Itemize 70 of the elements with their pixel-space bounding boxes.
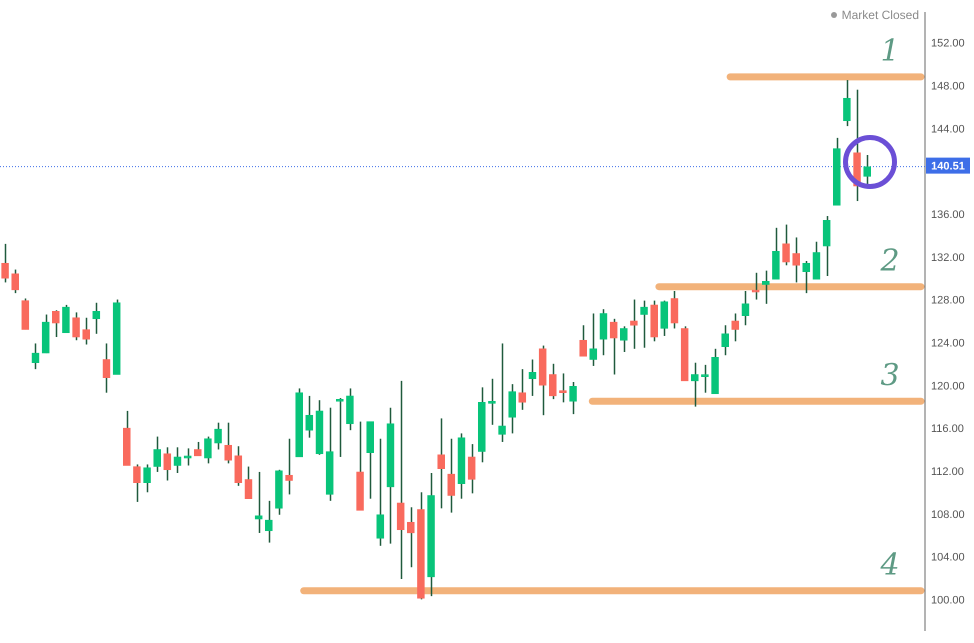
y-tick-label: 136.00 (931, 208, 965, 221)
y-tick-label: 108.00 (931, 508, 965, 521)
y-tick-label: 116.00 (931, 423, 964, 436)
y-tick-label: 132.00 (931, 252, 965, 264)
candlestick (640, 300, 648, 348)
candlestick (528, 358, 536, 397)
ref-line-label: 140.51 (931, 160, 965, 173)
candlestick (1, 243, 9, 284)
annotation: Market Closed (842, 8, 919, 22)
candlestick (630, 298, 638, 350)
candlestick (437, 418, 446, 510)
candlestick (204, 436, 212, 464)
candlestick (153, 436, 162, 473)
candlestick (164, 446, 172, 482)
candlestick (174, 446, 182, 474)
candlestick (498, 342, 506, 443)
candlestick (792, 236, 800, 284)
candlestick (559, 372, 567, 404)
candlestick (569, 381, 577, 415)
candlestick (610, 318, 618, 376)
text: 1 (880, 34, 900, 69)
candlestick (468, 443, 476, 494)
candlestick (732, 312, 740, 342)
candlestick (82, 317, 90, 346)
text: 4 (879, 548, 900, 583)
candlestick (762, 270, 770, 305)
y-tick-label: 100.00 (931, 594, 965, 606)
candlestick (376, 438, 384, 547)
y-tick-label: 120.00 (931, 380, 965, 392)
candlestick (518, 368, 526, 411)
candlestick (690, 362, 699, 408)
candlestick (72, 312, 80, 341)
y-tick-label: 144.00 (931, 123, 965, 136)
text: 3 (880, 358, 900, 394)
candlestick (782, 224, 790, 266)
candlestick (254, 471, 262, 534)
candlestick (264, 500, 273, 544)
candlestick (752, 272, 760, 300)
candlestick (306, 395, 314, 438)
candlestick (843, 79, 851, 127)
candlestick (742, 290, 750, 326)
candlestick (52, 310, 60, 338)
candlestick (548, 363, 557, 400)
candlestick (214, 422, 222, 450)
candlestick (285, 438, 293, 496)
candlestick (802, 260, 810, 294)
candlestick (721, 324, 730, 356)
y-tick-label: 112.00 (931, 466, 964, 478)
candlestick (590, 312, 598, 367)
candlestick (406, 506, 415, 568)
candlestick (448, 438, 456, 514)
candlestick (92, 302, 100, 335)
y-tick-label: 128.00 (931, 294, 965, 307)
candlestick (102, 342, 110, 394)
candlestick (11, 268, 20, 294)
candlestick (184, 448, 192, 466)
y-tick-label: 104.00 (931, 552, 965, 564)
candlestick (194, 441, 202, 457)
y-tick-label: 152.00 (931, 38, 965, 50)
candlestick (133, 464, 141, 503)
candlestick (670, 290, 678, 330)
y-tick-label: 124.00 (931, 337, 965, 350)
y-tick-label: 148.00 (931, 80, 965, 93)
text: 2 (879, 244, 900, 278)
candlestick (579, 324, 588, 358)
candlestick (244, 466, 252, 500)
candlestick (32, 342, 40, 370)
candlestick (620, 326, 628, 353)
candlestick (143, 464, 151, 494)
candlestick (224, 422, 232, 464)
